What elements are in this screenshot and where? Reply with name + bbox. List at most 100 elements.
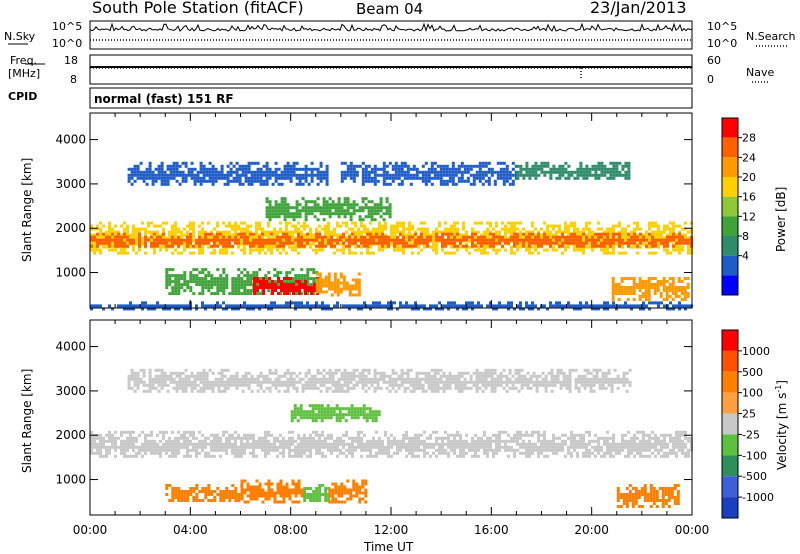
velocity-cell [162,442,165,446]
power-cell [381,241,384,245]
power-cell [139,170,143,174]
power-cell [609,304,612,308]
velocity-cell [267,442,270,446]
power-cell [582,167,586,171]
date-label: 23/Jan/2013 [590,0,687,17]
power-cell [324,284,328,288]
power-cell [217,173,221,177]
power-cell [411,251,414,255]
velocity-cell [498,445,501,449]
power-cell [351,238,354,242]
power-cell [120,304,123,308]
power-cell [662,289,666,292]
power-cell [543,248,546,252]
power-cell [160,164,164,168]
power-cell [408,230,411,234]
power-cell [579,230,582,234]
power-cell [555,304,558,308]
power-cell [219,289,223,293]
power-cell [420,221,423,225]
power-cell [309,245,312,249]
velocity-cell [336,445,339,449]
power-cell [318,290,322,294]
power-cell [447,304,450,308]
power-cell [141,307,144,311]
velocity-cell [495,433,498,437]
power-cell [429,307,432,311]
power-cell [648,236,651,240]
power-cell [549,230,552,234]
power-cell [319,209,323,213]
power-cell [315,244,318,248]
power-cell [286,283,289,286]
power-cell [142,170,146,174]
power-cell [138,244,141,248]
power-cell [234,241,237,245]
velocity-cell [300,442,303,446]
power-cell [289,206,293,210]
power-cell [289,176,293,180]
power-cell [352,164,356,168]
power-cell [626,298,630,301]
velocity-cell [450,448,453,452]
power-cell [363,230,366,234]
power-cell [238,167,242,171]
velocity-cell [147,448,150,452]
power-cell [292,173,296,177]
power-cell [241,170,245,174]
power-cell [439,176,443,180]
power-cell [618,244,621,248]
power-cell [151,179,155,183]
power-cell [177,244,180,248]
power-cell [642,304,645,308]
power-cell [376,167,380,171]
power-cell [435,232,438,236]
power-cell [253,277,256,280]
power-cell [246,233,249,237]
power-cell [339,238,342,242]
power-cell [537,244,540,248]
power-cell [174,307,177,311]
power-cell [295,280,298,283]
power-cell [313,289,316,292]
power-cell [412,176,416,180]
power-cell [513,224,516,228]
power-cell [369,232,372,236]
power-cell [276,271,280,275]
power-cell [297,241,300,245]
power-cell [381,235,384,239]
power-cell [495,304,498,308]
power-cell [636,227,639,231]
power-cell [349,176,353,180]
power-cell [364,176,368,180]
power-cell [588,221,591,225]
power-cell [435,230,438,234]
power-cell [198,224,201,228]
power-cell [132,245,135,249]
velocity-cell [243,436,246,440]
power-cell [438,224,441,228]
velocity-cell [477,439,480,443]
power-cell [255,248,258,252]
power-cell [306,271,310,275]
power-cell [408,233,411,237]
power-cell [99,304,102,308]
power-cell [369,221,372,225]
velocity-cell [381,439,384,443]
power-cell [265,200,269,204]
power-cell [573,221,576,225]
power-cell [505,179,509,183]
power-cell [318,272,322,276]
power-cell [600,227,603,231]
velocity-cell [543,430,546,434]
power-cell [611,292,615,295]
power-cell [507,227,510,231]
power-cell [579,233,582,237]
power-cell [306,232,309,236]
power-cell [648,239,651,243]
velocity-cell [486,442,489,446]
power-cell [321,284,325,288]
velocity-cell [309,439,312,443]
velocity-cell [186,439,189,443]
power-cell [309,233,312,237]
